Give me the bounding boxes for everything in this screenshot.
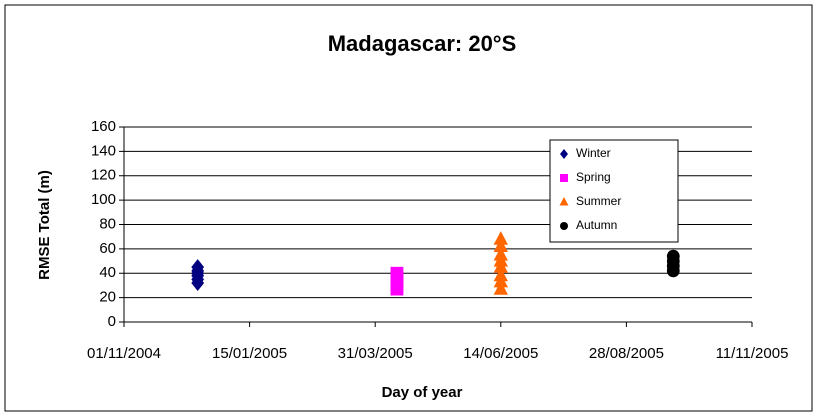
point [191,259,205,276]
legend-box [549,139,679,243]
y-tick-label: 80 [99,215,116,232]
point [493,238,508,253]
legend-marker [560,222,568,230]
point [493,246,508,261]
y-axis-label: RMSE Total (m) [36,170,53,280]
point [493,267,508,282]
y-tick-label: 40 [99,264,116,281]
x-tick-label: 31/03/2005 [338,345,413,362]
y-tick-label: 100 [91,191,116,208]
legend-label: Winter [576,146,611,160]
legend-marker [560,174,568,182]
legend-label: Autumn [576,218,617,232]
legend-marker [560,149,568,159]
y-tick-label: 0 [108,313,116,330]
y-tick-label: 160 [91,118,116,135]
y-tick-label: 140 [91,142,116,159]
x-tick-label: 14/06/2005 [463,345,538,362]
y-tick-label: 60 [99,240,116,257]
x-tick-label: 15/01/2005 [212,345,287,362]
point [493,231,508,245]
legend-label: Summer [576,194,621,208]
x-tick-label: 28/08/2005 [589,345,664,362]
legend-label: Spring [576,170,611,184]
x-tick-label: 11/11/2005 [716,345,789,362]
y-tick-label: 20 [99,289,116,306]
point [390,266,404,280]
point [666,249,680,263]
x-tick-label: 01/11/2004 [87,345,161,362]
x-axis-label: Day of year [382,384,463,401]
legend-marker [559,197,569,206]
y-tick-label: 120 [91,167,116,184]
point [493,281,508,295]
chart-title: Madagascar: 20°S [328,31,517,56]
